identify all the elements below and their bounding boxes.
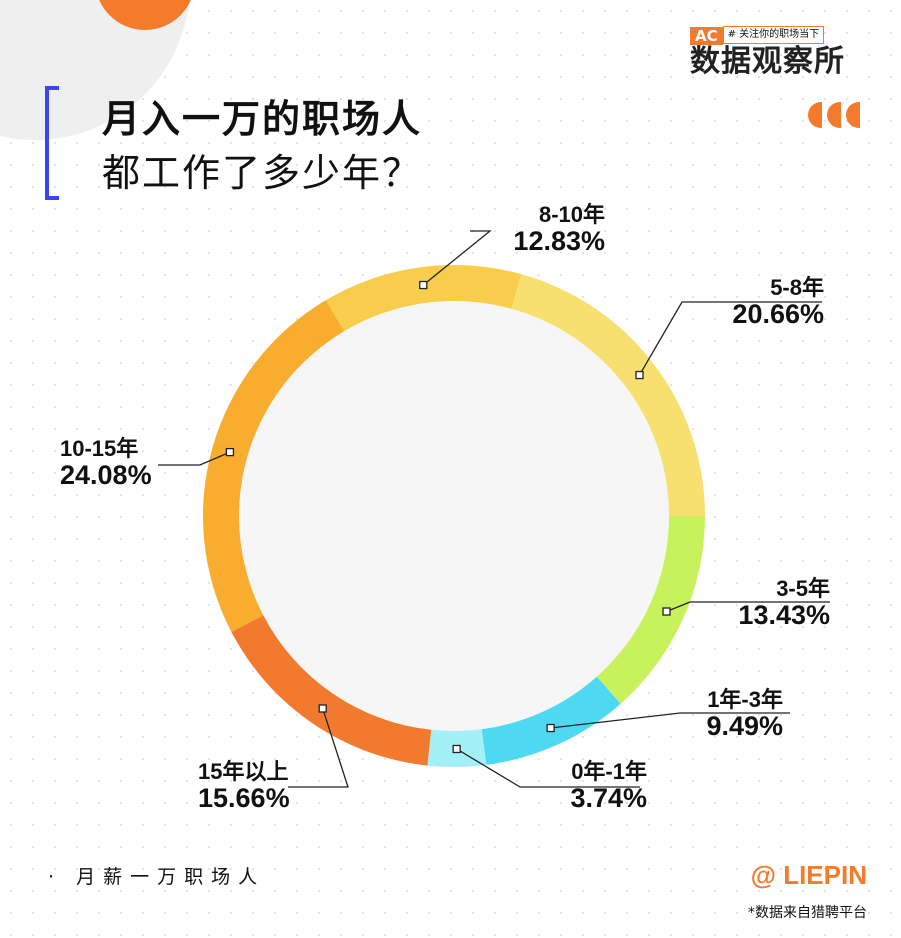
slice-3 [231,615,432,766]
label-8-10: 8-10年 12.83% [513,202,605,257]
leader-line-0 [666,601,830,613]
title-line2: 都工作了多少年？ [102,151,423,195]
logo-ac: AC [690,27,723,45]
slice-0 [596,516,705,704]
slice-6 [511,274,705,516]
leader-line-3 [288,708,349,788]
logo-tagline: # 关注你的职场当下 [722,26,825,44]
slice-marker-1 [546,723,555,733]
leader-line-1 [550,712,790,729]
slice-marker-5 [419,280,428,290]
slice-marker-3 [318,704,327,713]
leader-line-5 [422,230,492,286]
logo-name: 数据观察所 [690,44,845,79]
label-10-15: 10-15年 24.08% [60,436,152,491]
leader-line-6 [638,301,822,376]
leader-line-4 [158,451,231,466]
slice-4 [202,300,345,632]
footer-subject: · 月薪一万职场人 [48,866,266,888]
label-0-1: 0年-1年 3.74% [570,759,647,814]
slice-marker-6 [635,370,644,380]
donut-center [239,301,669,731]
slice-1 [481,676,621,765]
slice-marker-0 [662,607,671,616]
title-line1: 月入一万的职场人 [102,97,423,141]
label-1-3: 1年-3年 9.49% [706,687,783,742]
title-bracket [45,86,59,200]
label-5-8: 5-8年 20.66% [732,275,824,330]
decor-orange-circle [99,0,191,30]
leader-line-2 [456,748,640,788]
slice-marker-2 [452,744,461,754]
quote-marks-icon [808,102,860,128]
label-15plus: 15年以上 15.66% [198,759,290,814]
slice-marker-4 [225,447,235,457]
footer-source: *数据来自猎聘平台 [748,905,867,921]
footer-brand: @ LIEPIN [750,860,867,890]
slice-5 [325,265,522,332]
logo: AC # 关注你的职场当下 数据观察所 [690,26,870,79]
label-3-5: 3-5年 13.43% [738,576,830,631]
